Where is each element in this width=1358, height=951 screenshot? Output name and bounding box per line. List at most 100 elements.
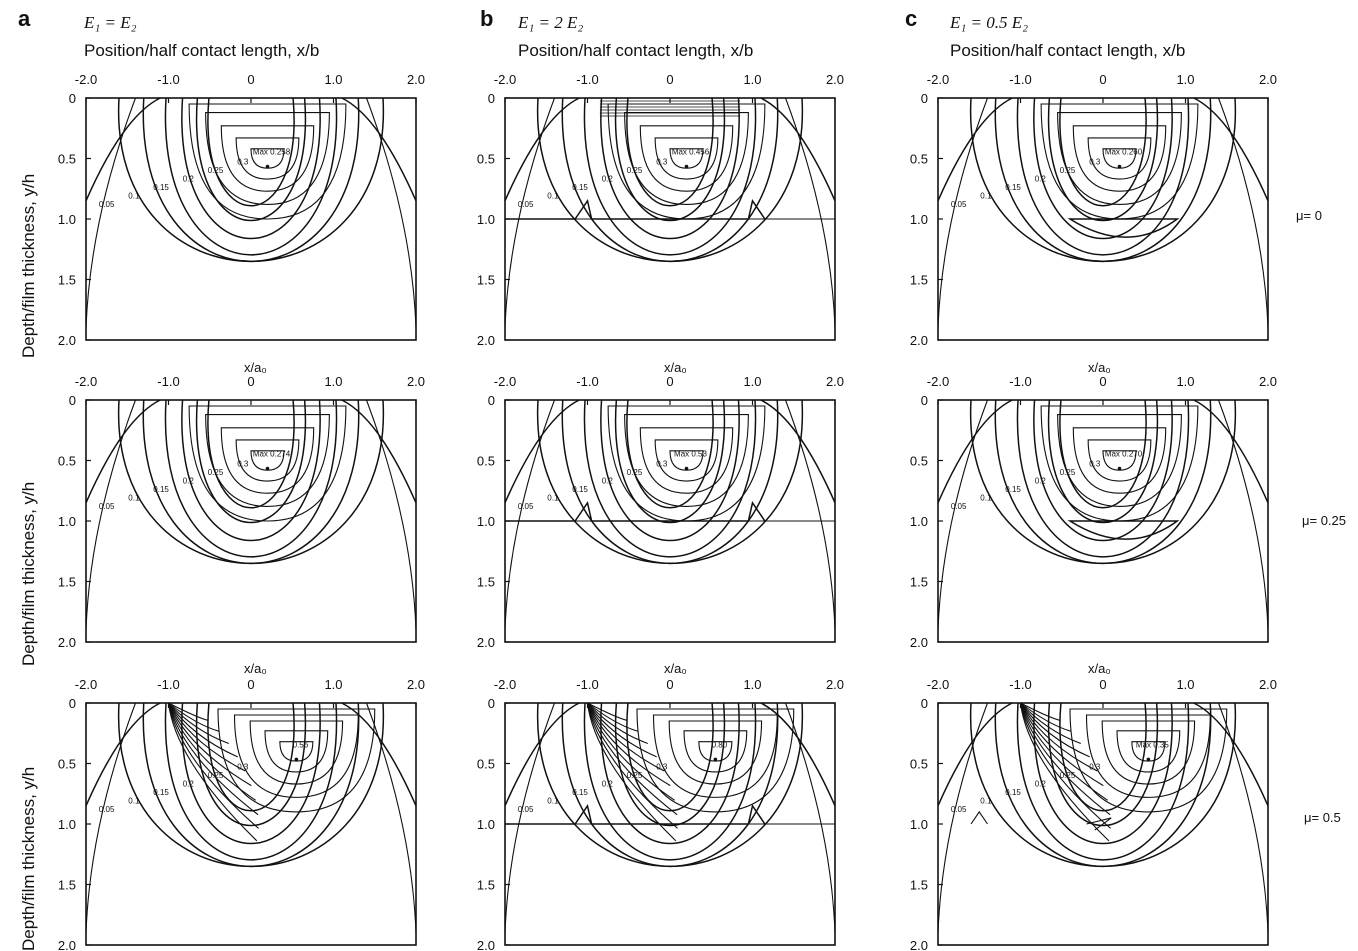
contour-value-label: 0.05 (518, 200, 534, 209)
panel-r2-cc: -2.0 -1.0 0 1.0 2.0 0 0.5 1.0 1.5 2.0 Max 0.270 0.0… (910, 374, 1277, 650)
contour-fan (586, 702, 678, 829)
contour-fan (168, 702, 238, 758)
contour-fan (1020, 702, 1071, 732)
contour-line (142, 399, 360, 565)
max-label: Max 0.456 (672, 148, 710, 157)
x-tick-label: 1.0 (743, 72, 761, 87)
contour-fan (167, 702, 259, 816)
contour-line (614, 97, 726, 222)
contour-value-label: 0.2 (183, 476, 195, 485)
y-tick-label: 0 (488, 393, 495, 408)
contour-fan (587, 702, 665, 772)
contour-value-label: 0.1 (128, 191, 140, 200)
y-tick-label: 1.5 (910, 575, 928, 590)
contour-line (142, 97, 360, 263)
row-xlabel-b2: x/a₀ (664, 360, 687, 375)
contour-loop (1085, 714, 1211, 798)
x-tick-label: 2.0 (407, 677, 425, 692)
y-tick-label: 2.0 (477, 938, 495, 951)
contour-line (1033, 702, 1173, 845)
contour-value-label: 0.15 (1005, 788, 1021, 797)
contour-line (970, 702, 1236, 867)
contour-line (614, 399, 726, 524)
contour-value-label: 0.3 (656, 158, 668, 167)
x-tick-label: 0 (666, 677, 673, 692)
contour-value-label: 0.1 (547, 191, 559, 200)
contour-line (504, 702, 556, 933)
contour-loop (624, 111, 749, 206)
contour-line (207, 399, 295, 509)
contour-fan (168, 702, 229, 744)
mu-label-row-3: μ= 0.5 (1304, 810, 1341, 825)
x-tick-label: -1.0 (157, 72, 179, 87)
x-tick-label: 0 (247, 72, 254, 87)
x-tick-label: -2.0 (494, 374, 516, 389)
contour-line (937, 97, 989, 328)
panel-frame (85, 399, 417, 643)
contour-value-label: 0.2 (602, 779, 614, 788)
contour-value-label: 0.1 (128, 493, 140, 502)
contour-value-label: 0.25 (627, 468, 643, 477)
contour-line (504, 97, 556, 328)
x-tick-label: -2.0 (75, 72, 97, 87)
contour-fan (587, 702, 638, 732)
contour-value-label: 0.15 (153, 788, 169, 797)
contour-line (85, 702, 137, 933)
contour-line (207, 702, 295, 812)
max-point-marker (713, 757, 718, 762)
x-tick-label: 2.0 (826, 677, 844, 692)
contour-value-label: 0.25 (208, 166, 224, 175)
contour-value-label: 0.1 (980, 493, 992, 502)
contour-fan (167, 702, 256, 801)
max-point-marker (1117, 164, 1122, 169)
contour-value-label: 0.15 (572, 485, 588, 494)
y-tick-label: 0.5 (910, 757, 928, 772)
contour-loop (1057, 111, 1182, 206)
contour-line (994, 97, 1212, 263)
contour-value-label: 0.2 (602, 174, 614, 183)
contour-value-label: 0.25 (1060, 771, 1076, 780)
contour-loop (233, 714, 359, 798)
column-header-a: a E₁ = E₂ Position/half contact length, … (18, 6, 319, 60)
column-xaxis-title-c: Position/half contact length, x/b (950, 41, 1185, 60)
contour-line (181, 97, 321, 240)
y-tick-label: 2.0 (58, 938, 76, 951)
contour-value-label: 0.3 (237, 763, 249, 772)
x-tick-label: 1.0 (1176, 374, 1194, 389)
column-condition-a: E₁ = E₂ (83, 13, 137, 32)
y-tick-label: 2.0 (910, 333, 928, 348)
x-tick-label: 1.0 (324, 72, 342, 87)
y-tick-label: 1.0 (910, 514, 928, 529)
x-tick-label: 0 (1099, 677, 1106, 692)
contour-loop (220, 427, 315, 494)
contour-line (937, 399, 989, 630)
contour-value-label: 0.05 (518, 502, 534, 511)
contour-value-label: 0.15 (572, 183, 588, 192)
y-tick-label: 1.5 (477, 878, 495, 893)
contour-panels: -2.0 -1.0 0 1.0 2.0 0 0.5 1.0 1.5 2.0 Max 0.258 0.0… (58, 72, 1277, 951)
y-tick-label: 0 (69, 696, 76, 711)
y-tick-label: 0 (69, 393, 76, 408)
lens-contour (1067, 218, 1180, 238)
x-tick-label: 2.0 (1259, 72, 1277, 87)
contour-line (365, 97, 417, 328)
contour-line (504, 97, 580, 202)
y-tick-label: 2.0 (910, 938, 928, 951)
contour-line (1193, 97, 1269, 202)
contour-value-label: 0.2 (183, 174, 195, 183)
contour-loop (1057, 413, 1182, 508)
y-tick-label: 1.0 (910, 817, 928, 832)
y-tick-label: 2.0 (58, 333, 76, 348)
notch-contour (970, 810, 988, 825)
contour-line (937, 97, 1013, 202)
contour-loop (668, 720, 763, 785)
contour-fan (1019, 702, 1110, 842)
contour-value-label: 0.25 (208, 468, 224, 477)
panel-letter-a: a (18, 6, 31, 31)
contour-line (504, 399, 580, 504)
contour-value-label: 0.1 (980, 796, 992, 805)
contour-value-label: 0.2 (1035, 174, 1047, 183)
row-xlabel-c2: x/a₀ (1088, 360, 1111, 375)
max-label: Max 0.35 (1136, 740, 1169, 749)
panel-r1-ca: -2.0 -1.0 0 1.0 2.0 0 0.5 1.0 1.5 2.0 Max 0.258 0.0… (58, 72, 425, 348)
